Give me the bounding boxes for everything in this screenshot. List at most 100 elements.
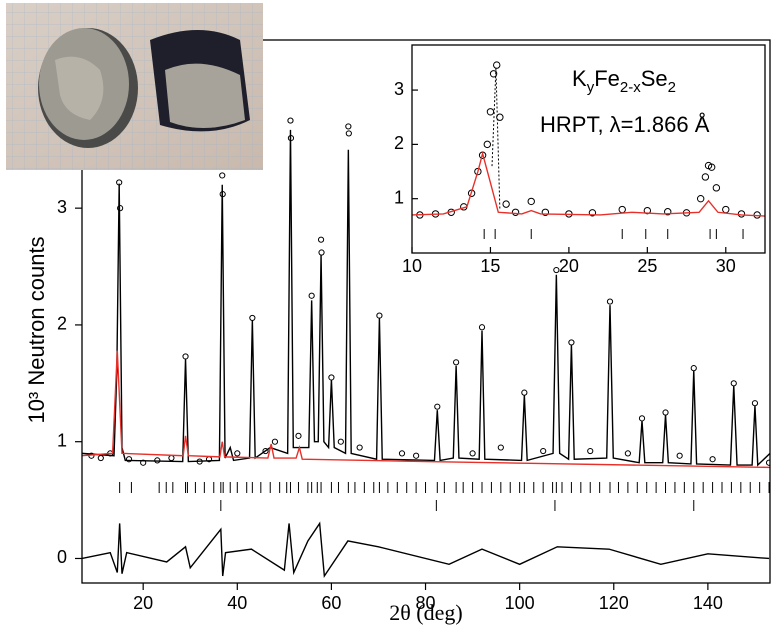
- formula-part: y: [587, 79, 595, 96]
- y-tick-label: 3: [394, 79, 404, 99]
- observed-point: [168, 454, 175, 462]
- x-tick-label: 140: [693, 593, 723, 613]
- observed-point: [541, 208, 550, 216]
- observed-point: [97, 454, 104, 462]
- plot-area: [82, 117, 770, 579]
- formula-part: Fe: [594, 66, 620, 91]
- observed-point: [737, 210, 746, 218]
- observed-point: [295, 432, 302, 439]
- observed-point: [308, 292, 315, 299]
- x-tick-label: 20: [559, 256, 579, 276]
- observed-point: [287, 117, 294, 124]
- profile-line: [412, 150, 765, 217]
- x-tick-label: 120: [599, 593, 629, 613]
- crystal-left-face: [55, 56, 104, 120]
- observed-point: [662, 409, 669, 416]
- observed-point: [696, 194, 705, 203]
- x-tick-label: 60: [321, 593, 341, 613]
- observed-point: [676, 452, 683, 459]
- observed-point: [234, 450, 241, 457]
- sample-photo: [6, 3, 263, 170]
- y-tick-label: 2: [57, 314, 67, 334]
- x-tick-label: 30: [716, 256, 736, 276]
- x-tick-label: 10: [402, 256, 422, 276]
- observed-point: [751, 400, 759, 407]
- y-tick-label: 1: [394, 187, 404, 207]
- profile-line: [82, 350, 770, 469]
- observed-point: [356, 444, 363, 451]
- observed-point: [493, 61, 501, 69]
- profile-line: [82, 129, 770, 467]
- formula: KyFe2-xSe2: [572, 66, 676, 96]
- observed-point: [483, 140, 492, 149]
- observed-point: [271, 438, 279, 445]
- y-tick-label: 2: [394, 133, 404, 153]
- observed-point: [690, 365, 697, 372]
- observed-point: [568, 339, 575, 346]
- observed-point: [345, 130, 352, 137]
- observed-point: [502, 200, 510, 208]
- formula-part: K: [572, 66, 587, 91]
- profile-line: [82, 521, 770, 579]
- instrument-label: HRPT, λ=1.866 Å: [540, 112, 710, 137]
- observed-point: [125, 456, 133, 463]
- y-tick-label: 3: [57, 197, 67, 217]
- x-axis-label: 2θ (deg): [389, 600, 462, 625]
- observed-point: [486, 108, 495, 116]
- observed-point: [478, 324, 486, 331]
- observed-point: [497, 444, 504, 451]
- observed-point: [434, 403, 441, 410]
- plot-area: [412, 61, 765, 239]
- observed-point: [413, 452, 420, 459]
- formula-part: Se: [641, 66, 668, 91]
- observed-point: [474, 167, 482, 176]
- observed-point: [540, 447, 547, 455]
- observed-point: [469, 450, 476, 457]
- observed-point: [624, 450, 631, 457]
- observed-point: [606, 298, 614, 305]
- observed-point: [345, 123, 352, 130]
- observed-point: [643, 206, 652, 215]
- observed-point: [701, 173, 710, 181]
- observed-point: [707, 163, 716, 171]
- observed-point: [376, 312, 383, 319]
- observed-point: [588, 209, 597, 217]
- x-tick-label: 100: [505, 593, 535, 613]
- y-tick-label: 1: [57, 430, 67, 450]
- observed-point: [709, 456, 716, 463]
- observed-point: [511, 208, 520, 216]
- observed-point: [328, 374, 335, 381]
- observed-point: [730, 380, 737, 387]
- observed-point: [182, 353, 189, 360]
- observed-point: [249, 314, 256, 322]
- y-axis-label: 10³ Neutron counts: [24, 236, 49, 423]
- x-tick-label: 40: [227, 593, 247, 613]
- x-tick-label: 25: [637, 256, 657, 276]
- observed-point: [664, 208, 672, 216]
- observed-point: [398, 450, 406, 457]
- crystal-right-face: [165, 63, 245, 129]
- x-tick-label: 15: [480, 256, 500, 276]
- observed-point: [527, 197, 535, 206]
- formula-part: 2-x: [620, 79, 641, 96]
- observed-point: [318, 249, 325, 256]
- observed-point: [262, 447, 269, 455]
- observed-point: [489, 70, 498, 78]
- observed-point: [587, 447, 594, 455]
- profile-line: [491, 68, 501, 210]
- inset-background: [412, 45, 765, 253]
- x-tick-label: 20: [133, 593, 153, 613]
- observed-point: [496, 113, 504, 121]
- y-tick-label: 0: [57, 547, 67, 567]
- observed-point: [521, 389, 528, 396]
- x-tick-label: 80: [416, 593, 436, 613]
- observed-point: [453, 359, 460, 366]
- observed-point: [712, 184, 721, 192]
- observed-point: [765, 459, 770, 466]
- observed-point: [317, 236, 325, 243]
- plot-frame: [411, 44, 766, 254]
- observed-point: [638, 415, 646, 422]
- formula-part: 2: [668, 79, 676, 96]
